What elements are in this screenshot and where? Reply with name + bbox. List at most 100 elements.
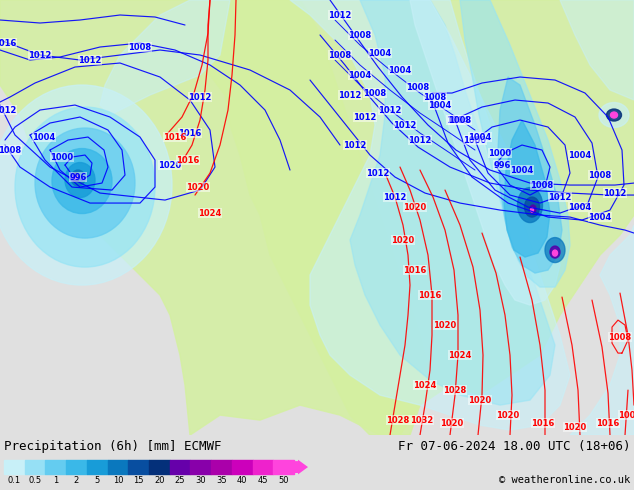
Bar (170, 460, 190, 474)
Text: 1: 1 (53, 476, 58, 485)
Ellipse shape (524, 197, 540, 217)
Polygon shape (100, 0, 230, 115)
Bar (66, 460, 87, 474)
Text: 30: 30 (195, 476, 206, 485)
Bar (108, 460, 128, 474)
Text: 1012: 1012 (188, 93, 212, 101)
Text: 1020: 1020 (434, 320, 456, 330)
Text: 1012: 1012 (604, 189, 626, 197)
Text: 1012: 1012 (378, 105, 402, 115)
Polygon shape (460, 0, 570, 287)
Text: 1016: 1016 (164, 132, 186, 142)
Text: 1008: 1008 (363, 89, 387, 98)
Text: 1004: 1004 (429, 100, 451, 110)
Text: 1024: 1024 (448, 351, 472, 360)
Polygon shape (290, 0, 570, 430)
Ellipse shape (65, 163, 95, 197)
Ellipse shape (545, 238, 565, 263)
Text: 1008: 1008 (129, 43, 152, 51)
Text: 45: 45 (257, 476, 268, 485)
Ellipse shape (550, 246, 560, 258)
Ellipse shape (517, 188, 543, 222)
Polygon shape (498, 77, 562, 273)
Text: 10: 10 (113, 476, 123, 485)
Text: 5: 5 (94, 476, 100, 485)
Text: 15: 15 (133, 476, 144, 485)
Text: 1012: 1012 (344, 141, 366, 149)
Bar (211, 460, 232, 474)
Text: 1020: 1020 (391, 236, 415, 245)
Text: 996: 996 (493, 161, 511, 170)
Ellipse shape (52, 148, 112, 214)
Polygon shape (210, 0, 430, 435)
Text: 1020: 1020 (564, 422, 586, 432)
Text: 1008: 1008 (406, 82, 430, 92)
Text: 1012: 1012 (29, 50, 52, 59)
Text: 1024: 1024 (198, 209, 222, 218)
Text: 1016: 1016 (531, 418, 555, 428)
Text: 1012: 1012 (393, 121, 417, 129)
Text: 1020: 1020 (469, 395, 491, 405)
Text: 1028: 1028 (443, 386, 467, 394)
Text: 1008: 1008 (328, 50, 352, 59)
Text: 1004: 1004 (32, 132, 56, 142)
Text: 1020: 1020 (403, 202, 427, 212)
Text: 1020: 1020 (158, 161, 181, 170)
Text: 1024: 1024 (413, 381, 437, 390)
Polygon shape (410, 0, 560, 305)
Ellipse shape (0, 85, 172, 285)
Text: 996: 996 (69, 172, 87, 182)
Ellipse shape (72, 173, 79, 181)
Text: 1012: 1012 (548, 193, 572, 201)
Text: 1008: 1008 (349, 30, 372, 40)
Text: 1004: 1004 (389, 66, 411, 74)
Text: 1020: 1020 (496, 411, 520, 419)
Text: 1012: 1012 (366, 169, 390, 177)
Text: 20: 20 (154, 476, 165, 485)
Text: 1016: 1016 (597, 418, 619, 428)
Text: 1012: 1012 (328, 10, 352, 20)
Polygon shape (0, 0, 634, 435)
Text: 1008: 1008 (424, 93, 446, 101)
Text: 50: 50 (278, 476, 289, 485)
Ellipse shape (15, 107, 155, 267)
Text: 1016: 1016 (403, 266, 427, 274)
Ellipse shape (607, 109, 621, 121)
Ellipse shape (611, 112, 618, 118)
Polygon shape (560, 0, 634, 100)
Text: 1000: 1000 (463, 136, 486, 145)
Text: 1016: 1016 (178, 128, 202, 138)
Bar (252, 460, 273, 474)
Bar (25, 460, 46, 474)
Text: 1004: 1004 (368, 49, 392, 57)
Ellipse shape (530, 205, 536, 213)
Text: 1012: 1012 (79, 55, 101, 65)
Text: 1000: 1000 (51, 152, 74, 162)
Text: 1012: 1012 (0, 105, 16, 115)
Bar (128, 460, 149, 474)
Text: © weatheronline.co.uk: © weatheronline.co.uk (499, 475, 630, 485)
Text: 1000: 1000 (488, 148, 512, 158)
Text: 1008: 1008 (448, 116, 472, 124)
Text: 40: 40 (237, 476, 247, 485)
Polygon shape (350, 0, 555, 405)
Text: 1020: 1020 (441, 418, 463, 428)
Text: 35: 35 (216, 476, 227, 485)
Ellipse shape (531, 208, 533, 212)
Text: 1004: 1004 (588, 213, 612, 221)
Text: 1012: 1012 (408, 136, 432, 145)
Text: 1032: 1032 (410, 416, 434, 425)
Text: 1012: 1012 (353, 113, 377, 122)
Bar (273, 460, 294, 474)
Bar (149, 460, 170, 474)
Bar (46, 460, 66, 474)
Text: 1008: 1008 (618, 411, 634, 419)
Bar (232, 460, 252, 474)
Text: 0.1: 0.1 (8, 476, 21, 485)
Text: 2: 2 (74, 476, 79, 485)
FancyArrow shape (294, 460, 308, 474)
Text: Fr 07-06-2024 18.00 UTC (18+06): Fr 07-06-2024 18.00 UTC (18+06) (398, 440, 630, 453)
Text: 1004: 1004 (510, 166, 534, 174)
Ellipse shape (599, 102, 629, 127)
Text: 1004: 1004 (348, 71, 372, 79)
